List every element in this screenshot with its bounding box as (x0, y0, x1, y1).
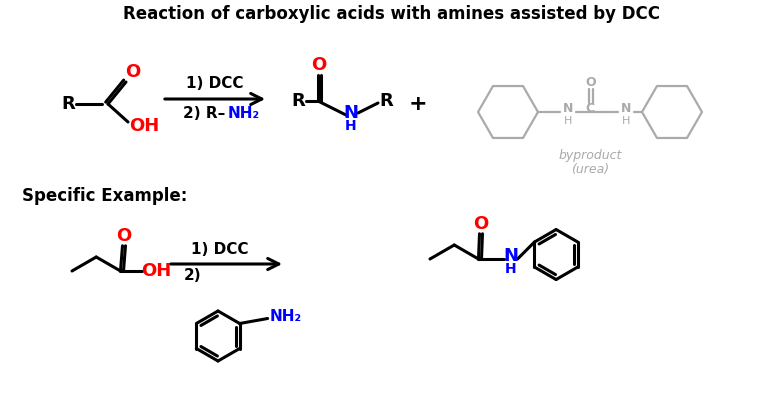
Text: H: H (622, 116, 630, 126)
Text: byproduct: byproduct (558, 149, 622, 162)
Text: R: R (291, 92, 305, 110)
Text: O: O (116, 227, 131, 245)
Text: H: H (564, 116, 572, 126)
Text: 2): 2) (184, 267, 201, 282)
Text: +: + (408, 94, 427, 114)
Text: N: N (343, 104, 358, 122)
Text: OH: OH (141, 262, 172, 280)
Text: Reaction of carboxylic acids with amines assisted by DCC: Reaction of carboxylic acids with amines… (124, 5, 660, 23)
Text: NH₂: NH₂ (270, 309, 302, 324)
Text: H: H (345, 119, 357, 133)
Text: O: O (586, 76, 597, 88)
Text: NH₂: NH₂ (228, 105, 260, 120)
Text: N: N (563, 103, 573, 116)
Text: N: N (503, 247, 518, 265)
Text: O: O (125, 63, 140, 81)
Text: R: R (61, 95, 75, 113)
Text: H: H (505, 262, 517, 276)
Text: O: O (311, 56, 327, 74)
Text: N: N (621, 103, 631, 116)
Text: C: C (586, 103, 594, 116)
Text: O: O (473, 215, 488, 233)
Text: Specific Example:: Specific Example: (22, 187, 187, 205)
Text: 1) DCC: 1) DCC (187, 76, 244, 91)
Text: R: R (379, 92, 393, 110)
Text: (urea): (urea) (571, 162, 609, 175)
Text: 2) R–: 2) R– (183, 105, 225, 120)
Text: OH: OH (129, 117, 159, 135)
Text: 1) DCC: 1) DCC (191, 242, 249, 257)
